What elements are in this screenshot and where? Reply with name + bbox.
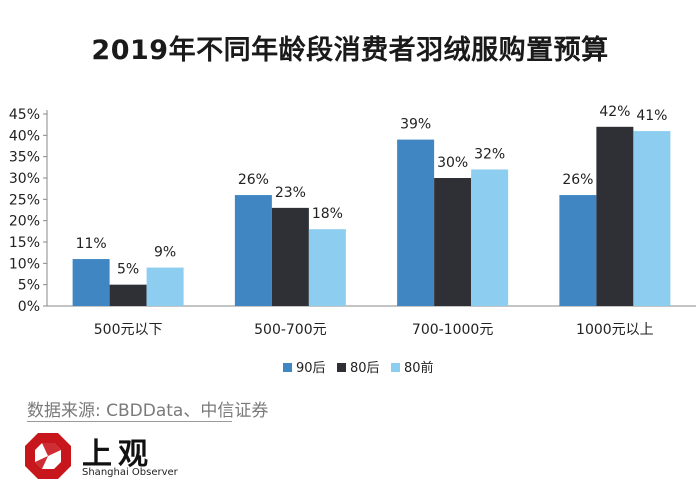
legend-label: 80前: [404, 360, 434, 376]
data-label: 30%: [437, 155, 468, 171]
x-tick-label: 700-1000元: [412, 322, 493, 338]
bar: [397, 139, 435, 306]
bar: [559, 195, 597, 306]
data-label: 39%: [400, 117, 431, 133]
shanghai-observer-logo-icon: [25, 433, 71, 479]
data-label: 32%: [474, 146, 505, 162]
bar: [271, 207, 309, 306]
y-tick-label: 35%: [9, 150, 40, 166]
bar: [596, 126, 634, 306]
y-tick-label: 30%: [9, 171, 40, 187]
x-tick-label: 500-700元: [254, 322, 327, 338]
data-source: 数据来源: CBDData、中信证券: [27, 401, 269, 421]
source-underline: [27, 421, 232, 422]
x-tick-label: 1000元以上: [576, 322, 654, 338]
bar: [633, 131, 671, 306]
y-tick-label: 20%: [9, 214, 40, 230]
legend-swatch: [337, 363, 346, 372]
bar: [234, 195, 272, 306]
y-tick-label: 40%: [9, 128, 40, 144]
bar: [109, 284, 147, 306]
chart-title: 2019年不同年龄段消费者羽绒服购置预算: [91, 35, 609, 66]
data-label: 26%: [238, 172, 269, 188]
bar: [471, 169, 509, 306]
data-label: 42%: [599, 104, 630, 120]
y-tick-label: 5%: [18, 278, 40, 294]
legend-swatch: [283, 363, 292, 372]
data-label: 41%: [636, 108, 667, 124]
y-tick-label: 10%: [9, 256, 40, 272]
legend-label: 80后: [350, 361, 380, 376]
bar: [146, 267, 184, 306]
legend-swatch: [391, 363, 400, 372]
bar: [72, 259, 110, 306]
bar: [434, 178, 472, 306]
y-tick-label: 25%: [9, 192, 40, 208]
legend-label: 90后: [296, 361, 326, 376]
x-tick-label: 500元以下: [94, 322, 163, 338]
data-label: 26%: [562, 172, 593, 188]
data-label: 11%: [76, 236, 107, 252]
y-tick-label: 45%: [9, 107, 40, 123]
logo-english-name: Shanghai Observer: [82, 467, 178, 478]
data-label: 5%: [117, 262, 139, 278]
bar: [308, 229, 346, 306]
y-tick-label: 15%: [9, 235, 40, 251]
data-label: 9%: [154, 245, 176, 261]
logo-chinese-name: 上观: [82, 437, 154, 472]
data-label: 18%: [312, 206, 343, 222]
y-tick-label: 0%: [18, 299, 40, 315]
bar-chart: 0% 5% 10% 15% 20% 25% 30% 35% 40% 45% 11% 5% 9% 500元以…: [9, 104, 696, 376]
data-label: 23%: [275, 185, 306, 201]
